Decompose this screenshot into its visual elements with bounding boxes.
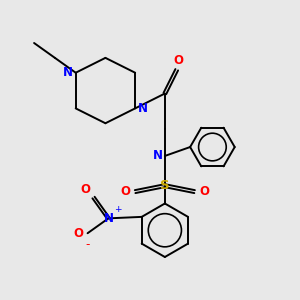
Text: O: O — [81, 183, 91, 196]
Text: N: N — [103, 212, 113, 225]
Text: S: S — [160, 179, 170, 192]
Text: N: N — [137, 102, 148, 115]
Text: N: N — [63, 66, 73, 79]
Text: N: N — [152, 149, 163, 162]
Text: -: - — [85, 238, 90, 251]
Text: O: O — [173, 54, 183, 67]
Text: O: O — [121, 185, 131, 198]
Text: O: O — [199, 185, 209, 198]
Text: O: O — [73, 227, 83, 240]
Text: +: + — [114, 205, 122, 214]
